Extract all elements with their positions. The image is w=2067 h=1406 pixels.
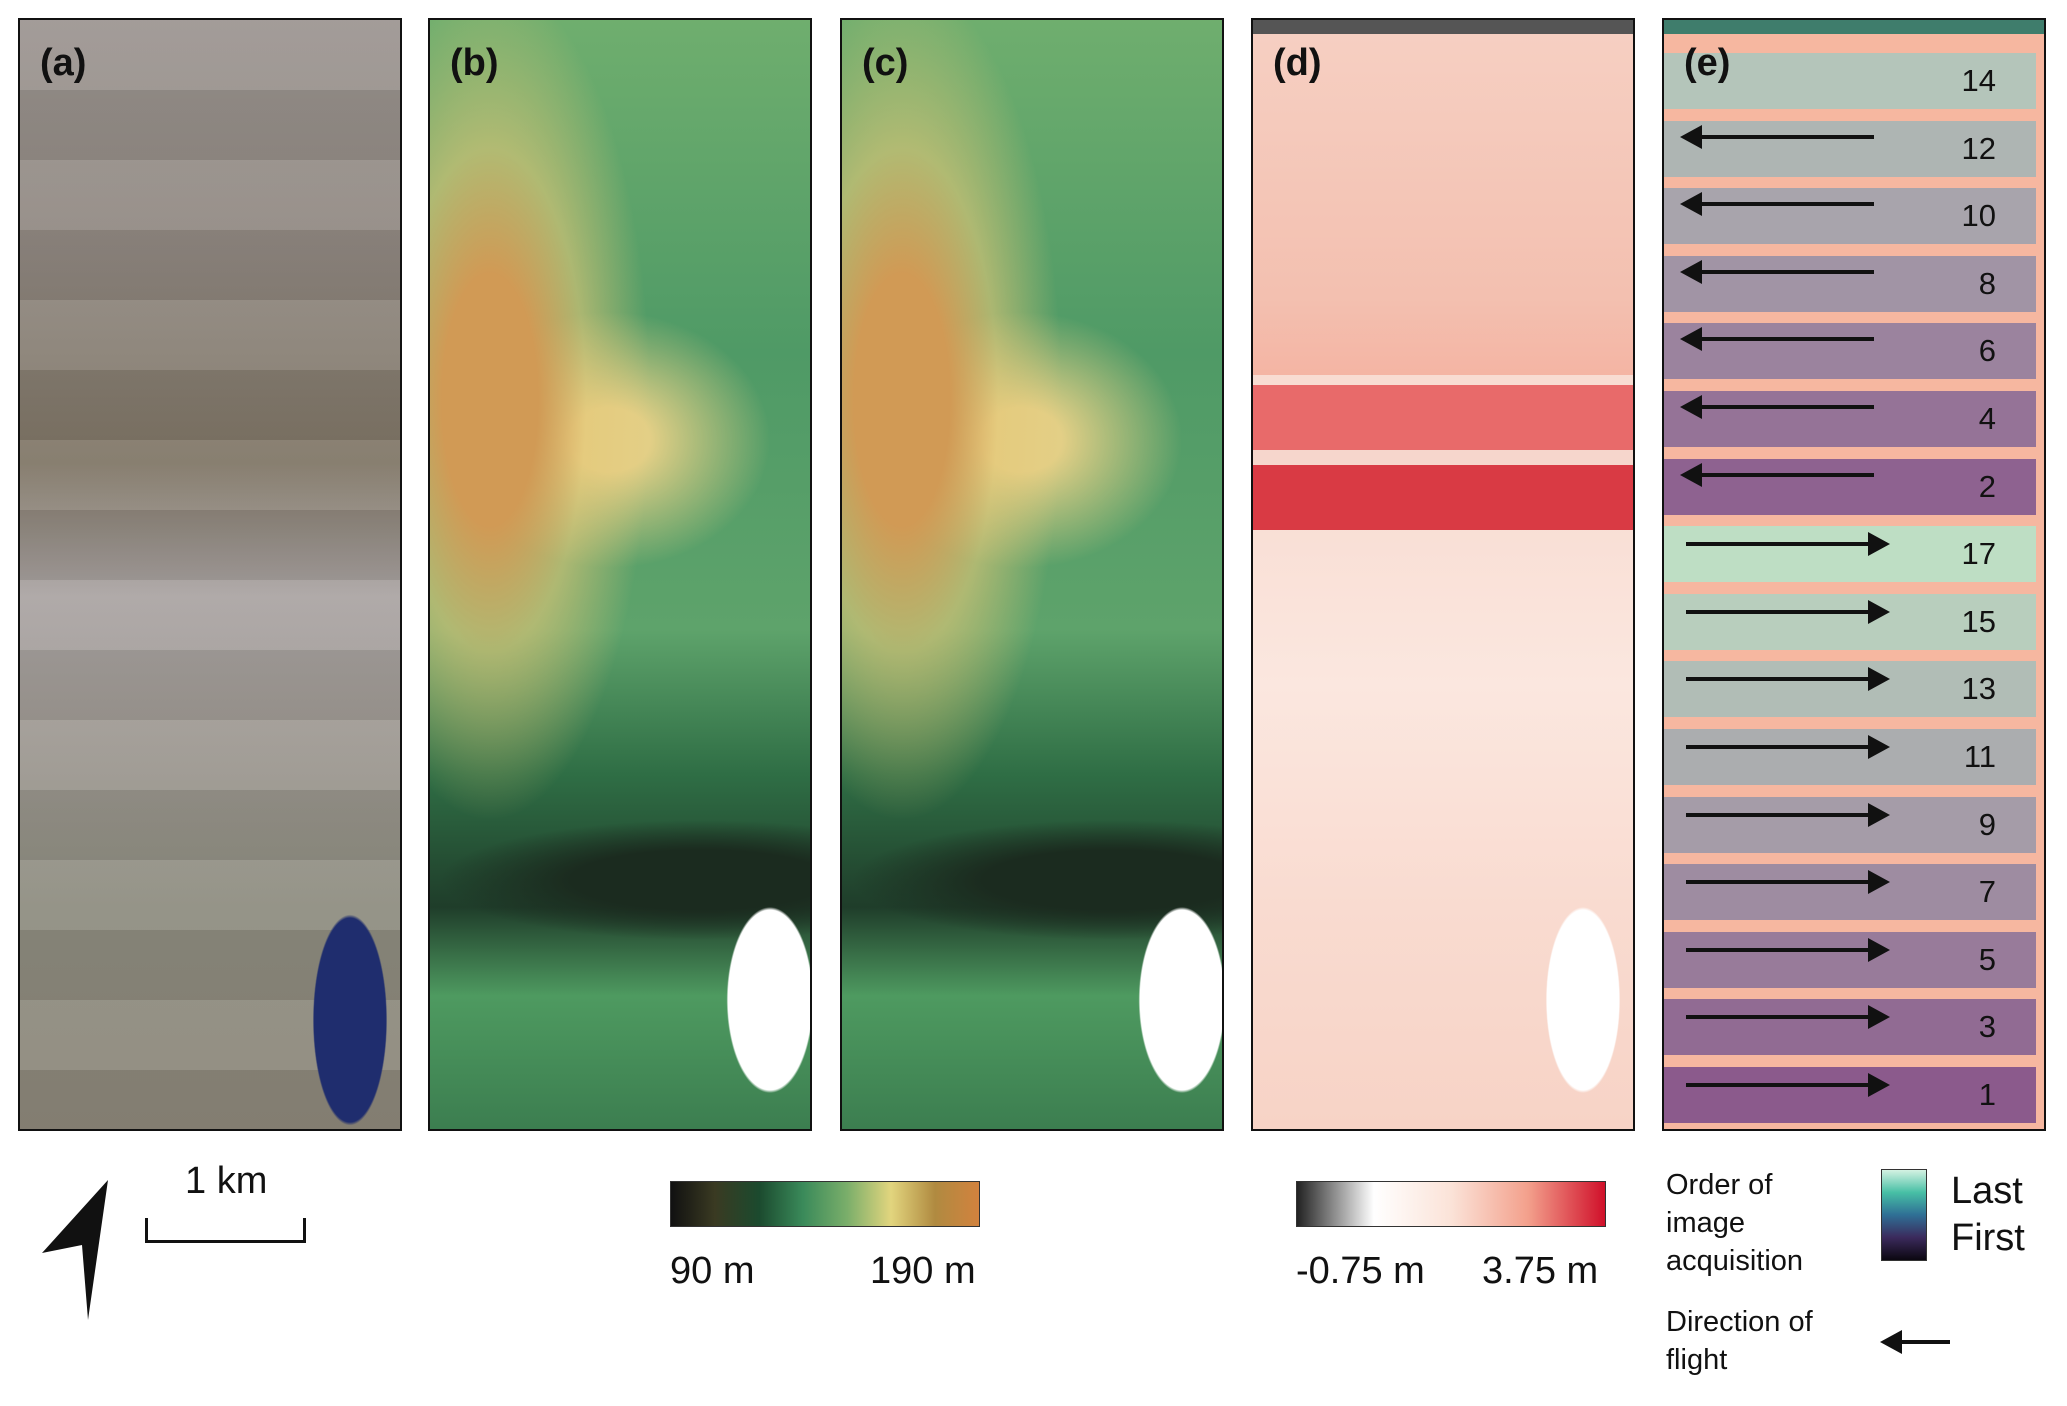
strip-number: 15: [1961, 603, 1996, 639]
flight-direction-arrow-icon: [1686, 735, 1890, 759]
strip-number: 10: [1961, 198, 1996, 234]
flight-direction-arrow-icon: [1686, 1005, 1890, 1030]
order-colorbar: [1881, 1169, 1927, 1261]
flight-direction-arrow-icon: [1680, 327, 1874, 352]
flight-direction-arrow-icon: [1686, 532, 1890, 557]
strip-number: 9: [1978, 806, 1996, 842]
flight-direction-arrow-icon: [1680, 259, 1874, 284]
panel-label: (c): [862, 42, 909, 84]
flight-direction-arrow-icon: [1686, 599, 1890, 624]
direction-legend-title: Direction of flight: [1666, 1306, 1813, 1376]
order-last-label: Last: [1951, 1170, 2023, 1212]
panel-label: (b): [450, 42, 499, 84]
scale-bar-label: 1 km: [185, 1160, 268, 1202]
strip-number: 4: [1978, 401, 1996, 436]
elevation-min-label: 90 m: [670, 1250, 755, 1292]
order-first-label: First: [1951, 1217, 2025, 1259]
flight-strip: [1664, 593, 2036, 650]
strip-number: 13: [1961, 671, 1996, 707]
flight-strip: [1664, 458, 2036, 515]
flight-direction-arrow-icon: [1686, 1073, 1890, 1097]
flight-strip: [1664, 864, 2036, 921]
top-edge-strip: [1664, 20, 2044, 34]
panel-label: (d): [1273, 42, 1322, 84]
strip-number: 12: [1961, 130, 1996, 166]
north-arrow-icon: [42, 1180, 108, 1320]
difference-colorbar: [1296, 1181, 1606, 1227]
panel-label: (e): [1684, 42, 1731, 84]
flight-strip: [1664, 796, 2036, 853]
elevation-max-label: 190 m: [870, 1250, 976, 1292]
flight-strip: [1664, 999, 2036, 1056]
panel-c-elevation-model: (c): [840, 18, 1224, 1131]
flight-direction-arrow-icon: [1686, 870, 1890, 895]
flight-direction-arrow-icon: [1680, 192, 1874, 217]
difference-max-label: 3.75 m: [1482, 1250, 1599, 1292]
flight-direction-arrow-icon: [1680, 124, 1874, 149]
flight-strip: [1664, 323, 2036, 380]
direction-arrow-icon: [1880, 1330, 1950, 1354]
panel-label: (a): [40, 42, 87, 84]
panel-e-acquisition-order: (e) 14 12 10 8 6 4 2 17 15 13 11 9 7 5 3 1: [1662, 18, 2046, 1131]
flight-direction-arrow-icon: [1686, 802, 1890, 827]
strip-number: 17: [1961, 536, 1996, 572]
strip-number: 5: [1978, 941, 1996, 977]
flight-direction-arrow-icon: [1680, 462, 1874, 487]
flight-direction-arrow-icon: [1680, 395, 1874, 419]
strip-number: 7: [1978, 874, 1996, 910]
panel-d-elevation-difference: (d): [1251, 18, 1635, 1131]
order-legend-title: Order of image acquisition: [1666, 1169, 1804, 1277]
flight-strip: [1664, 1067, 2036, 1123]
panel-a-orthophoto: (a): [18, 18, 402, 1131]
difference-min-label: -0.75 m: [1296, 1250, 1425, 1292]
flight-strip: [1664, 661, 2036, 718]
panel-b-elevation-model: (b): [428, 18, 812, 1131]
strip-number: 3: [1978, 1009, 1996, 1045]
strip-number: 6: [1978, 333, 1996, 369]
flight-direction-arrow-icon: [1686, 937, 1890, 962]
elevation-colorbar: [670, 1181, 980, 1227]
scale-bar: [145, 1218, 306, 1243]
strip-number: 1: [1978, 1077, 1996, 1112]
flight-strip: [1664, 53, 2036, 109]
flight-strip: [1664, 188, 2036, 245]
strip-number: 11: [1963, 739, 1996, 774]
flight-strip: [1664, 729, 2036, 785]
strip-number: 2: [1978, 468, 1996, 504]
flight-strip: [1664, 526, 2036, 583]
flight-strip: [1664, 120, 2036, 177]
strip-number: 14: [1961, 63, 1996, 98]
strip-number: 8: [1978, 265, 1996, 301]
flight-strip: [1664, 391, 2036, 447]
flight-direction-arrow-icon: [1686, 667, 1890, 692]
flight-strip: [1664, 931, 2036, 988]
flight-strip: [1664, 255, 2036, 312]
